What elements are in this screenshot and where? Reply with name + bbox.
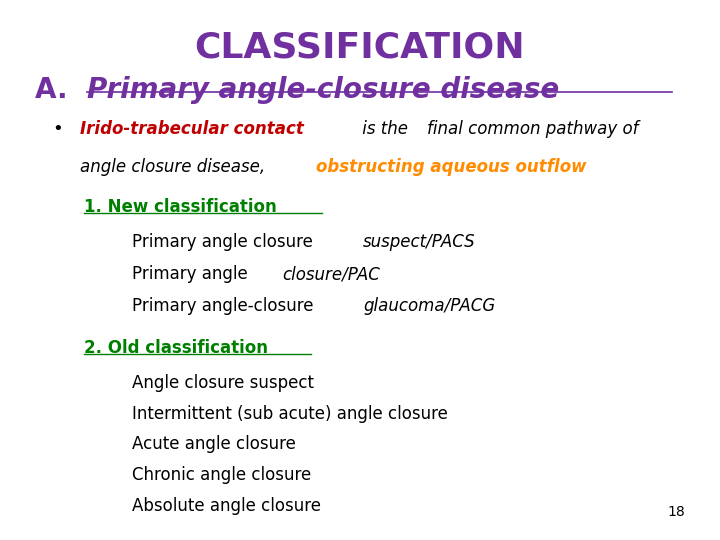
Text: 18: 18 (667, 505, 685, 519)
Text: suspect/PACS: suspect/PACS (362, 233, 475, 251)
Text: angle closure disease,: angle closure disease, (80, 158, 271, 176)
Text: Primary angle closure: Primary angle closure (132, 233, 318, 251)
Text: Primary angle: Primary angle (132, 265, 253, 284)
Text: Chronic angle closure: Chronic angle closure (132, 466, 311, 484)
Text: Absolute angle closure: Absolute angle closure (132, 497, 321, 515)
Text: CLASSIFICATION: CLASSIFICATION (194, 30, 526, 64)
Text: Intermittent (sub acute) angle closure: Intermittent (sub acute) angle closure (132, 405, 448, 423)
Text: 2. Old classification: 2. Old classification (84, 339, 268, 357)
Text: Angle closure suspect: Angle closure suspect (132, 374, 314, 392)
Text: is the: is the (357, 120, 413, 138)
Text: obstructing aqueous outflow: obstructing aqueous outflow (316, 158, 586, 176)
Text: Primary angle-closure disease: Primary angle-closure disease (87, 76, 559, 104)
Text: final common pathway of: final common pathway of (427, 120, 639, 138)
Text: closure/PAC: closure/PAC (282, 265, 379, 284)
Text: Primary angle-closure: Primary angle-closure (132, 298, 319, 315)
Text: A.: A. (35, 76, 77, 104)
Text: •: • (53, 120, 63, 138)
Text: Irido-trabecular contact: Irido-trabecular contact (80, 120, 304, 138)
Text: 1. New classification: 1. New classification (84, 198, 276, 216)
Text: glaucoma/PACG: glaucoma/PACG (363, 298, 495, 315)
Text: Acute angle closure: Acute angle closure (132, 435, 296, 454)
